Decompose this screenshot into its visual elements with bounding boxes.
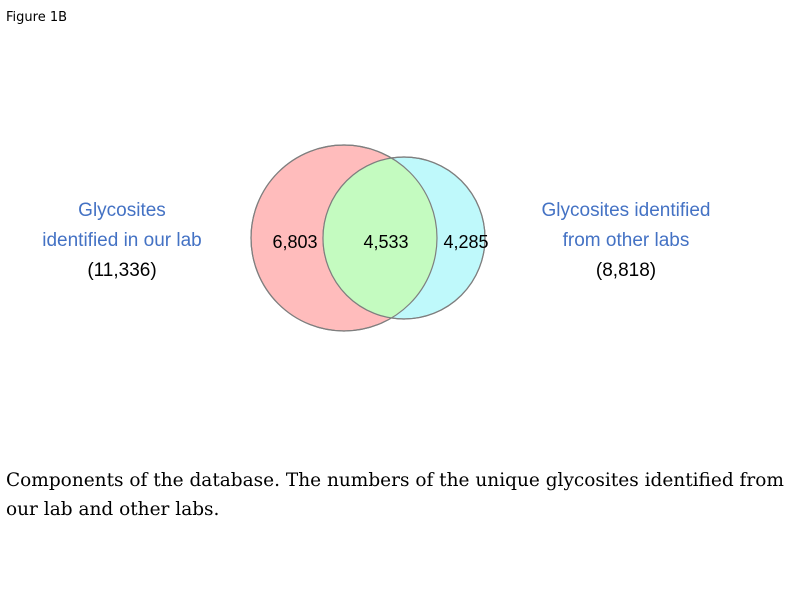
left-set-title-line1: Glycosites <box>78 200 166 221</box>
left-only-count: 6,803 <box>272 232 317 252</box>
left-set-title-line2: identified in our lab <box>42 230 202 251</box>
venn-diagram: 6,803 4,533 4,285 Glycosites identified … <box>42 144 711 332</box>
figure-label: Figure 1B <box>6 10 68 25</box>
right-set-title-line2: from other labs <box>563 230 690 251</box>
overlap-count: 4,533 <box>363 232 408 252</box>
right-set-title-line1: Glycosites identified <box>542 200 711 221</box>
figure-caption: Components of the database. The numbers … <box>6 470 784 520</box>
left-set-total: (11,336) <box>87 260 156 281</box>
right-set-total: (8,818) <box>596 260 656 281</box>
right-only-count: 4,285 <box>443 232 488 252</box>
overlap-region <box>323 157 437 319</box>
